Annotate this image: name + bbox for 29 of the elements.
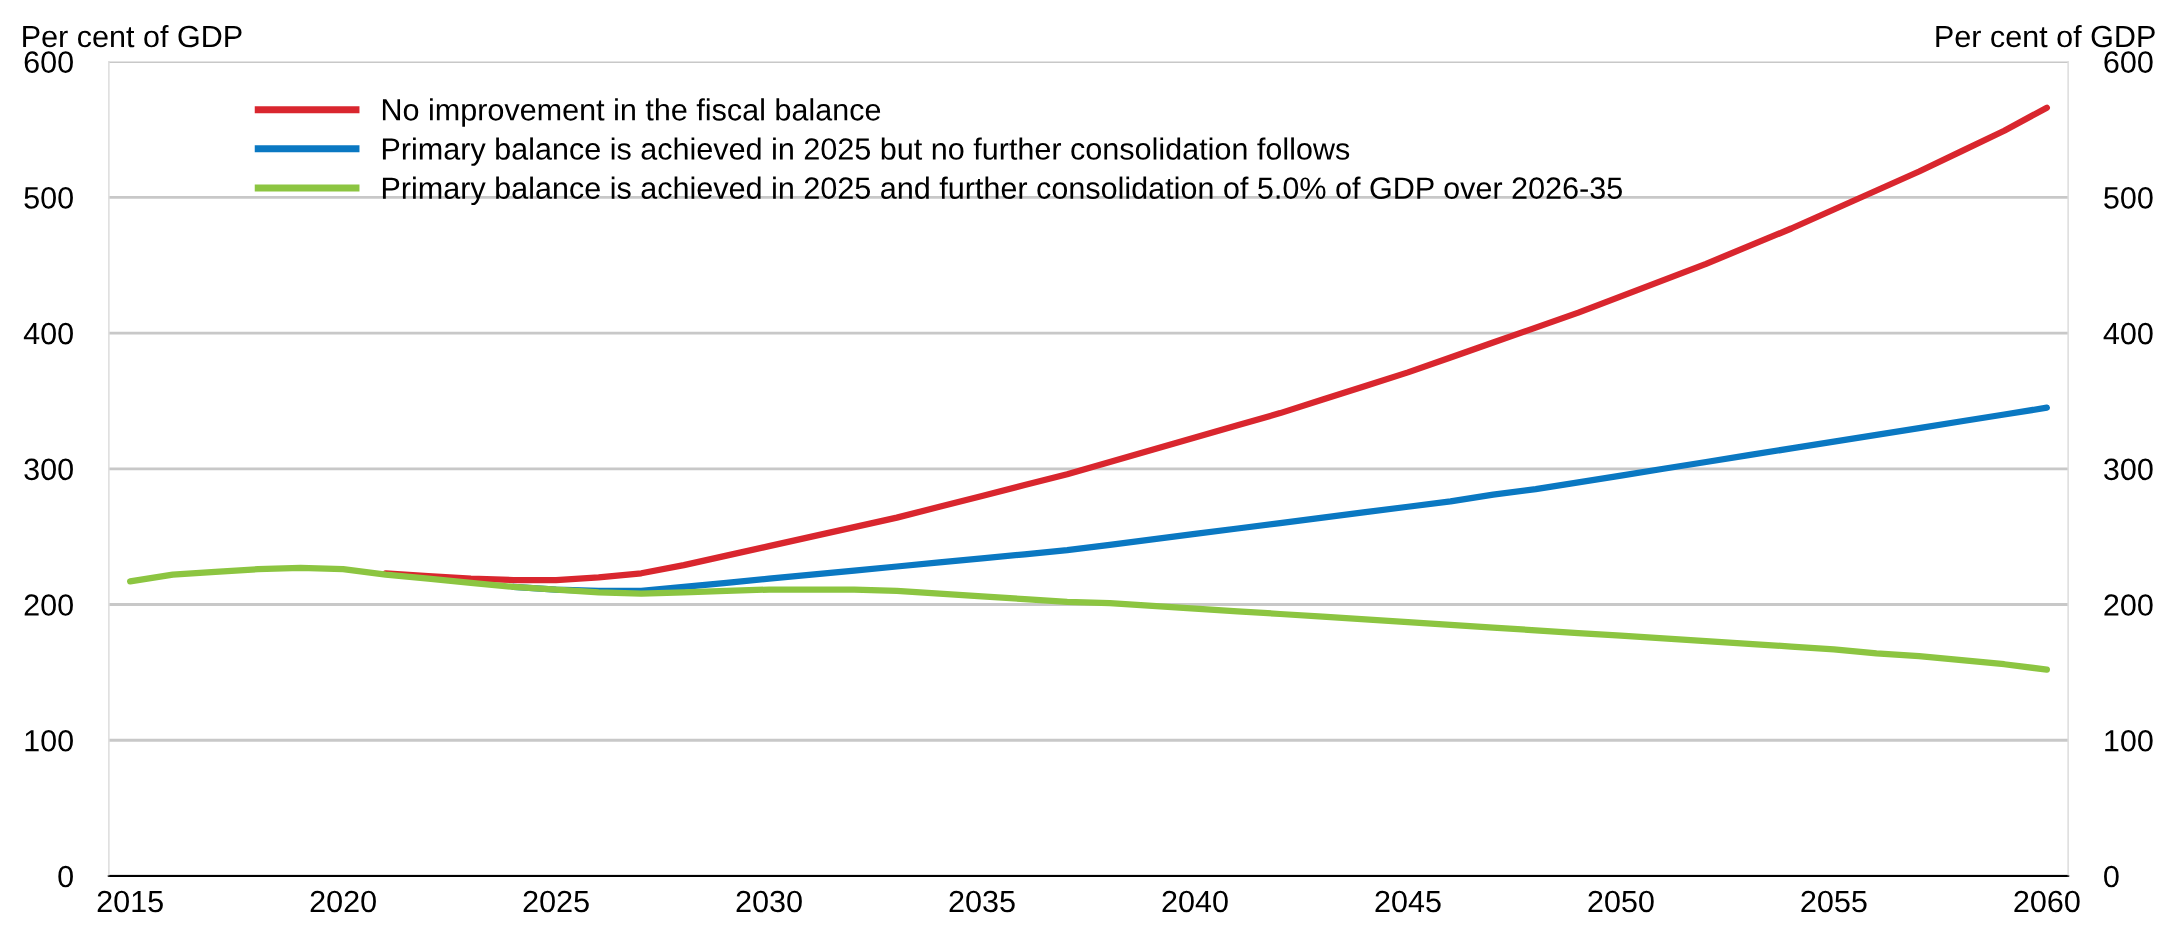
x-tick-label: 2050 [1588,890,1654,913]
y-tick-label: 300 [24,458,73,481]
x-tick-label: 2025 [523,890,589,913]
y-tick-label: 100 [25,729,73,752]
y2-tick-label: 600 [2104,51,2153,73]
legend-label: No improvement in the fiscal balance [382,98,881,127]
x-tick-label: 2040 [1162,890,1228,913]
y-tick-label: 0 [58,865,73,888]
y-axis-title: Per cent of GDP [23,24,242,48]
x-tick-label: 2030 [736,890,802,913]
y2-axis-title: Per cent of GDP [1936,24,2155,48]
y2-tick-label: 300 [2104,458,2153,481]
x-tick-label: 2035 [949,890,1015,913]
x-tick-label: 2060 [2014,890,2080,913]
y-tick-label: 500 [24,187,73,209]
x-tick-label: 2020 [310,890,376,913]
x-tick-label: 2045 [1375,890,1441,913]
y2-tick-label: 400 [2103,322,2153,345]
y2-tick-label: 0 [2104,865,2119,888]
y-tick-label: 600 [24,51,73,73]
y2-tick-label: 200 [2104,594,2153,616]
y2-tick-label: 100 [2105,729,2153,752]
legend-label: Primary balance is achieved in 2025 but no further consolidation follows [382,137,1350,166]
x-tick-label: 2055 [1801,890,1867,913]
legend-label: Primary balance is achieved in 2025 and further consolidation of 5.0% of GDP over 2026-35 [382,176,1622,206]
y-tick-label: 400 [23,322,73,345]
y2-tick-label: 500 [2104,187,2153,209]
y-tick-label: 200 [24,594,73,616]
x-tick-label: 2015 [97,890,163,913]
